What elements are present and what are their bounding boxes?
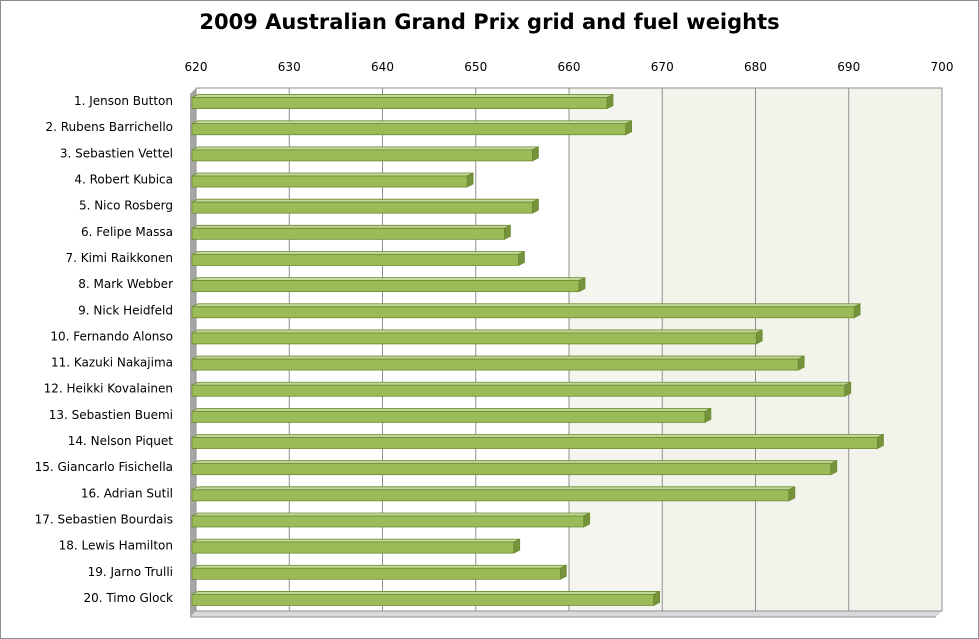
bar bbox=[191, 303, 861, 319]
x-tick-label: 680 bbox=[744, 60, 767, 74]
category-label: 13. Sebastien Buemi bbox=[49, 408, 173, 422]
bar bbox=[191, 433, 884, 450]
plot-band bbox=[196, 88, 290, 611]
category-label: 9. Nick Heidfeld bbox=[78, 303, 173, 317]
x-tick-label: 690 bbox=[837, 60, 860, 74]
x-tick-label: 620 bbox=[185, 60, 208, 74]
category-label: 14. Nelson Piquet bbox=[68, 434, 174, 448]
category-label: 19. Jarno Trulli bbox=[88, 565, 173, 579]
bar bbox=[191, 329, 763, 345]
x-tick-label: 640 bbox=[371, 60, 394, 74]
bar bbox=[191, 407, 712, 424]
bar bbox=[191, 120, 633, 136]
category-label: 15. Giancarlo Fisichella bbox=[35, 460, 173, 474]
category-label: 6. Felipe Massa bbox=[81, 225, 173, 239]
plot-band bbox=[289, 88, 383, 611]
bar bbox=[191, 224, 511, 240]
bar bbox=[191, 276, 586, 293]
chart-title: 2009 Australian Grand Prix grid and fuel… bbox=[199, 10, 780, 34]
bar bbox=[191, 590, 660, 607]
category-label: 7. Kimi Raikkonen bbox=[66, 251, 173, 265]
x-tick-label: 650 bbox=[464, 60, 487, 74]
bar bbox=[191, 512, 591, 528]
category-label: 12. Heikki Kovalainen bbox=[44, 382, 173, 396]
bar bbox=[191, 538, 521, 554]
bar bbox=[191, 250, 525, 267]
x-tick-label: 700 bbox=[931, 60, 954, 74]
left-wall bbox=[190, 88, 196, 617]
bar bbox=[191, 146, 539, 162]
x-tick-label: 660 bbox=[558, 60, 581, 74]
category-label: 5. Nico Rosberg bbox=[79, 199, 173, 213]
category-label: 17. Sebastien Bourdais bbox=[35, 512, 173, 526]
bar bbox=[191, 172, 474, 188]
category-label: 8. Mark Webber bbox=[78, 277, 173, 291]
bar bbox=[191, 93, 614, 110]
category-label: 11. Kazuki Nakajima bbox=[51, 356, 173, 370]
bar bbox=[191, 198, 539, 214]
category-label: 2. Rubens Barrichello bbox=[45, 120, 173, 134]
bar bbox=[191, 564, 567, 580]
bar bbox=[191, 355, 805, 371]
x-tick-label: 630 bbox=[278, 60, 301, 74]
bar bbox=[191, 486, 796, 502]
plot-band bbox=[382, 88, 476, 611]
category-label: 4. Robert Kubica bbox=[74, 173, 173, 187]
category-label: 3. Sebastien Vettel bbox=[60, 146, 173, 160]
plot-band bbox=[475, 88, 569, 611]
category-label: 10. Fernando Alonso bbox=[50, 329, 173, 343]
category-label: 1. Jenson Button bbox=[74, 94, 173, 108]
bar bbox=[191, 381, 852, 397]
plot-area bbox=[195, 87, 943, 612]
category-label: 16. Adrian Sutil bbox=[81, 486, 173, 500]
category-label: 18. Lewis Hamilton bbox=[59, 539, 173, 553]
bar bbox=[191, 460, 838, 476]
x-tick-label: 670 bbox=[651, 60, 674, 74]
floor bbox=[190, 611, 942, 617]
category-label: 20. Timo Glock bbox=[83, 591, 173, 605]
